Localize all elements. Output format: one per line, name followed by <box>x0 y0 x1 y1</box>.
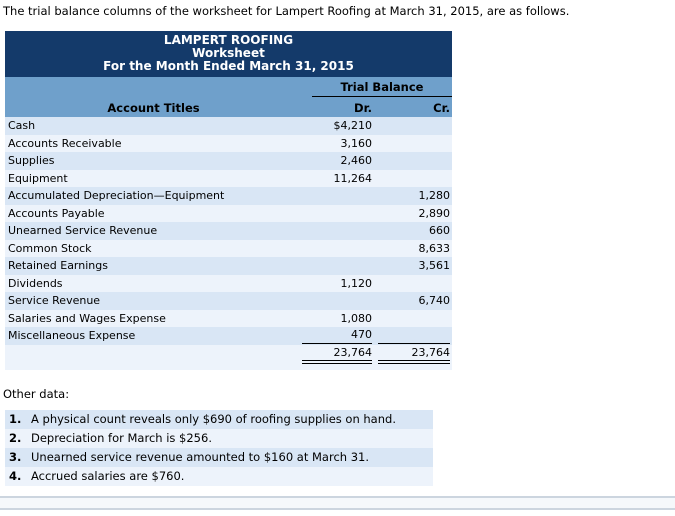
worksheet-header: LAMPERT ROOFING Worksheet For the Month … <box>5 31 452 77</box>
table-row: Dividends 1,120 <box>5 274 452 293</box>
table-row: Accumulated Depreciation—Equipment 1,280 <box>5 187 452 205</box>
table-row: Equipment 11,264 <box>5 169 452 188</box>
list-item: 4. Accrued salaries are $760. <box>5 466 433 486</box>
account-cell: Equipment <box>8 171 68 185</box>
dr-cell <box>302 222 372 240</box>
dr-cell <box>302 257 372 275</box>
table-row: Service Revenue 6,740 <box>5 292 452 310</box>
dr-cell: $4,210 <box>333 119 373 132</box>
table-row: Accounts Receivable 3,160 <box>5 134 452 153</box>
account-cell: Dividends <box>8 276 63 290</box>
account-cell: Miscellaneous Expense <box>8 329 136 342</box>
cr-cell <box>378 327 450 344</box>
dr-cell <box>302 292 372 310</box>
worksheet-table: LAMPERT ROOFING Worksheet For the Month … <box>5 31 452 370</box>
account-cell: Accumulated Depreciation—Equipment <box>8 189 225 202</box>
dr-header: Dr. <box>354 101 372 115</box>
dr-total-cell: 23,764 <box>302 345 372 364</box>
account-cell: Retained Earnings <box>8 259 108 272</box>
account-cell: Service Revenue <box>8 294 101 307</box>
dr-cell <box>302 240 372 258</box>
dr-cell: 2,460 <box>340 154 373 167</box>
trial-balance-label: Trial Balance <box>312 80 452 97</box>
dr-cell: 470 <box>302 327 372 344</box>
item-text: Accrued salaries are $760. <box>31 468 185 483</box>
cr-cell <box>378 310 450 328</box>
cr-cell <box>378 275 450 293</box>
dr-cell: 1,080 <box>340 311 373 325</box>
cr-cell: 8,633 <box>418 241 451 255</box>
dr-cell: 1,120 <box>340 276 373 290</box>
account-titles-header: Account Titles <box>107 101 200 115</box>
item-number: 2. <box>9 430 22 445</box>
column-group-row: Trial Balance <box>5 80 452 97</box>
table-row: Unearned Service Revenue 660 <box>5 222 452 240</box>
worksheet-subheader: Trial Balance Account Titles Dr. Cr. <box>5 77 452 117</box>
item-number: 3. <box>9 449 22 464</box>
dr-cell: 11,264 <box>333 171 373 185</box>
cr-cell <box>378 152 450 170</box>
table-row: Cash $4,210 <box>5 117 452 135</box>
table-row: Supplies 2,460 <box>5 152 452 170</box>
cr-header: Cr. <box>433 101 450 115</box>
table-row: Miscellaneous Expense 470 <box>5 327 452 345</box>
cr-cell <box>378 117 450 135</box>
other-data-heading: Other data: <box>3 386 70 401</box>
cr-cell: 660 <box>429 224 450 237</box>
bottom-divider <box>0 496 675 510</box>
account-cell: Salaries and Wages Expense <box>8 311 166 325</box>
cr-cell <box>378 170 450 188</box>
cr-cell: 3,561 <box>418 259 451 272</box>
item-text: A physical count reveals only $690 of ro… <box>31 411 396 426</box>
cr-cell <box>378 135 450 153</box>
account-cell: Unearned Service Revenue <box>8 224 158 237</box>
item-text: Depreciation for March is $256. <box>31 430 212 445</box>
other-data-list: 1. A physical count reveals only $690 of… <box>5 409 433 486</box>
intro-text: The trial balance columns of the workshe… <box>3 4 570 18</box>
item-text: Unearned service revenue amounted to $16… <box>31 449 369 464</box>
cr-cell: 2,890 <box>418 206 451 220</box>
cr-cell: 1,280 <box>418 189 451 202</box>
account-cell: Accounts Receivable <box>8 136 122 150</box>
account-cell <box>5 345 302 370</box>
table-row: Accounts Payable 2,890 <box>5 204 452 223</box>
account-cell: Accounts Payable <box>8 206 105 220</box>
item-number: 4. <box>9 468 22 483</box>
totals-row: 23,764 23,764 <box>5 344 452 370</box>
cr-total-cell: 23,764 <box>378 345 450 364</box>
dr-cell <box>302 187 372 205</box>
column-headers-row: Account Titles Dr. Cr. <box>5 97 452 117</box>
item-number: 1. <box>9 411 22 426</box>
dr-cell <box>302 205 372 223</box>
cr-cell: 6,740 <box>418 294 451 307</box>
account-cell: Common Stock <box>8 241 92 255</box>
list-item: 3. Unearned service revenue amounted to … <box>5 447 433 467</box>
table-row: Common Stock 8,633 <box>5 239 452 258</box>
account-cell: Supplies <box>8 154 55 167</box>
list-item: 2. Depreciation for March is $256. <box>5 428 433 448</box>
table-row: Retained Earnings 3,561 <box>5 257 452 275</box>
company-name: LAMPERT ROOFING <box>163 33 294 47</box>
list-item: 1. A physical count reveals only $690 of… <box>5 409 433 429</box>
worksheet-period: For the Month Ended March 31, 2015 <box>103 59 354 73</box>
account-cell: Cash <box>8 119 36 132</box>
dr-cell: 3,160 <box>340 136 373 150</box>
worksheet-subtitle: Worksheet <box>192 46 265 60</box>
table-row: Salaries and Wages Expense 1,080 <box>5 309 452 328</box>
